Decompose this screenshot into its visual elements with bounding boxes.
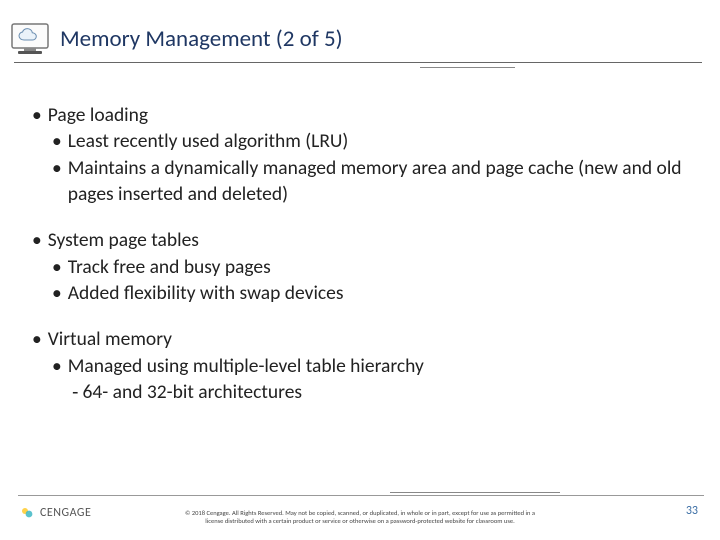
bullet-text: 64- and 32-bit architectures xyxy=(83,379,303,405)
bullet-mark: • xyxy=(52,280,68,306)
slide-title: Memory Management (2 of 5) xyxy=(60,25,343,53)
bullet-mark: • xyxy=(32,326,48,352)
list-item: •Virtual memory •Managed using multiple-… xyxy=(32,326,700,405)
bullet-text: Virtual memory xyxy=(48,326,172,352)
page-number: 33 xyxy=(686,504,698,518)
list-item: •Added flexibility with swap devices xyxy=(52,280,700,306)
content-area: •Page loading •Least recently used algor… xyxy=(32,102,700,425)
slide: { "title": "Memory Management (2 of 5)",… xyxy=(0,0,720,540)
bullet-text: Page loading xyxy=(48,102,148,128)
list-item: •Least recently used algorithm (LRU) xyxy=(52,128,700,154)
list-item: ‐64- and 32-bit architectures xyxy=(72,379,700,405)
title-underline xyxy=(14,62,702,63)
bullet-mark: • xyxy=(52,155,68,208)
copyright-line: license distributed with a certain produ… xyxy=(0,518,720,526)
monitor-cloud-icon xyxy=(10,22,50,56)
bullet-mark: • xyxy=(32,102,48,128)
list-item: •Track free and busy pages xyxy=(52,254,700,280)
bullet-text: Added flexibility with swap devices xyxy=(68,280,344,306)
bullet-text: Track free and busy pages xyxy=(68,254,271,280)
bullet-mark: • xyxy=(52,128,68,154)
bullet-text: Least recently used algorithm (LRU) xyxy=(68,128,349,154)
bullet-mark: • xyxy=(52,353,68,379)
bullet-mark: • xyxy=(52,254,68,280)
bullet-mark: • xyxy=(32,227,48,253)
copyright: © 2018 Cengage. All Rights Reserved. May… xyxy=(0,510,720,526)
list-item: •Managed using multiple-level table hier… xyxy=(52,353,700,406)
bullet-text: Maintains a dynamically managed memory a… xyxy=(68,155,700,208)
bullet-text: Managed using multiple-level table hiera… xyxy=(68,353,424,379)
title-row: Memory Management (2 of 5) xyxy=(10,22,700,56)
dash-mark: ‐ xyxy=(72,379,83,405)
bullet-text: System page tables xyxy=(48,227,199,253)
list-item: •Maintains a dynamically managed memory … xyxy=(52,155,700,208)
title-underline-accent xyxy=(420,67,515,68)
list-item: •System page tables •Track free and busy… xyxy=(32,227,700,306)
footer-rule xyxy=(18,495,704,496)
list-item: •Page loading •Least recently used algor… xyxy=(32,102,700,207)
footer-rule-accent xyxy=(390,492,560,493)
